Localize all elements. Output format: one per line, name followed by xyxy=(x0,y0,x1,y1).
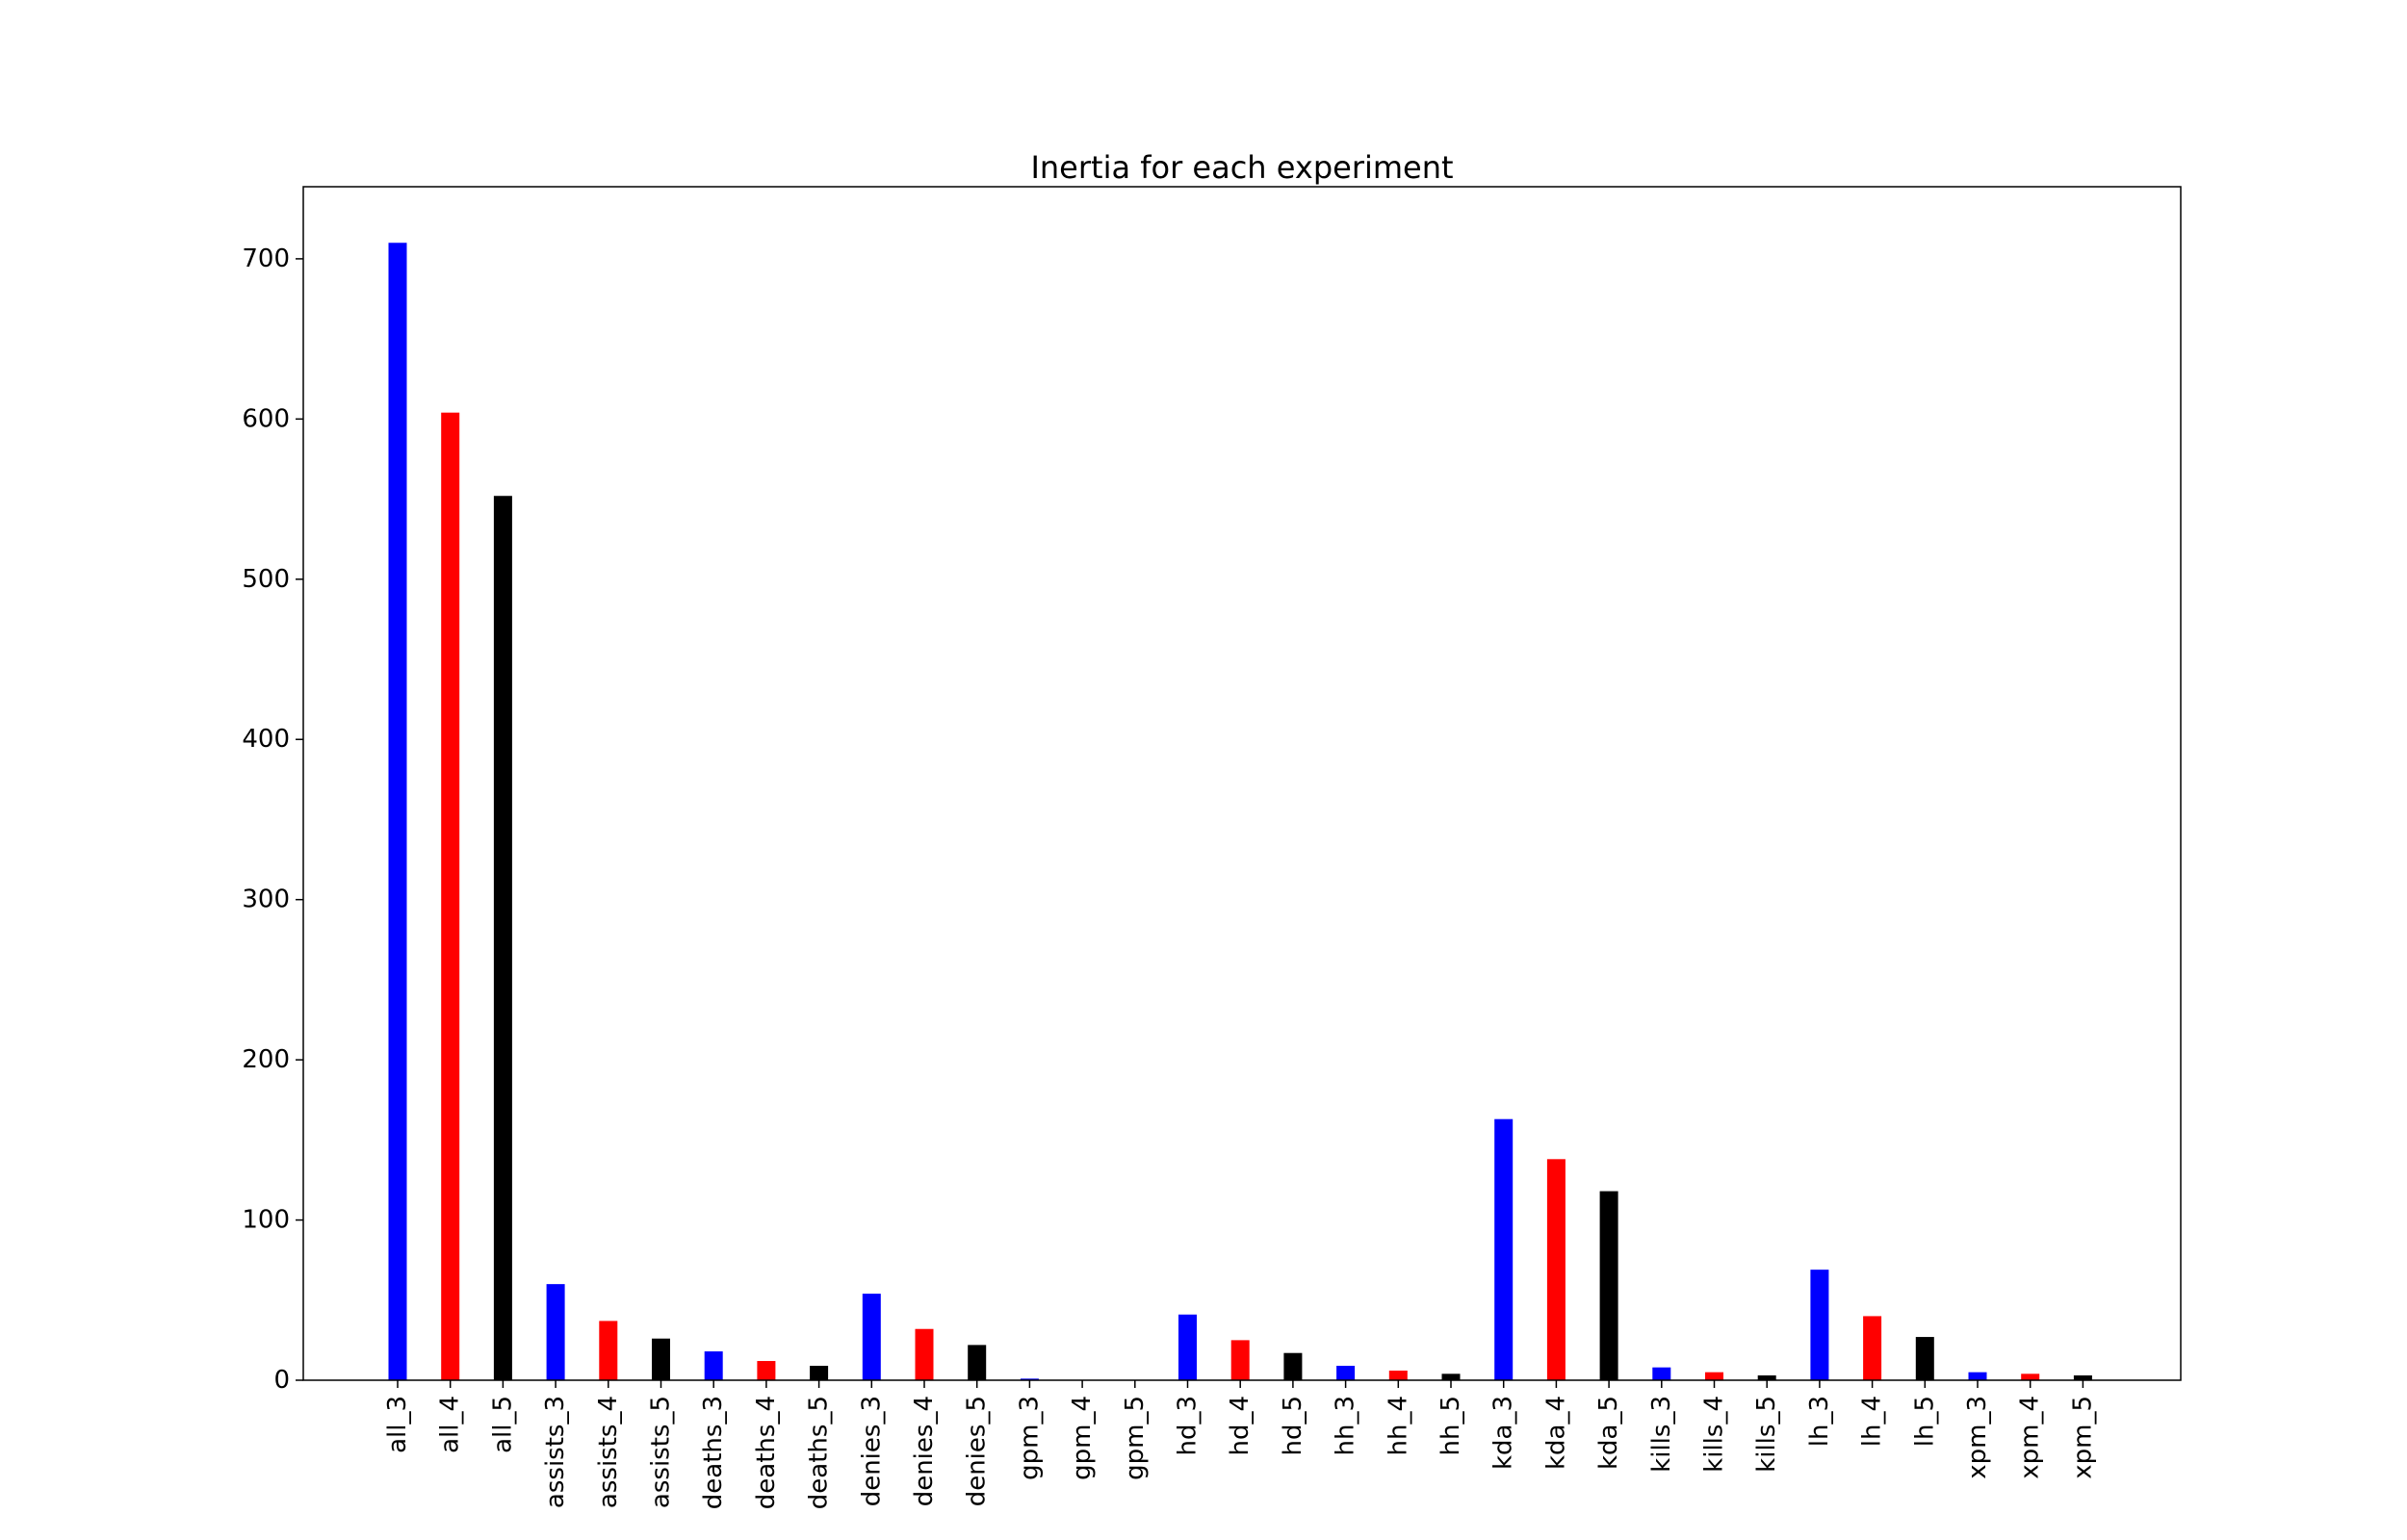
bar-deaths_4 xyxy=(757,1361,776,1380)
x-tick-label-kda_4: kda_4 xyxy=(1541,1396,1570,1470)
bar-assists_4 xyxy=(599,1321,618,1380)
bar-kills_5 xyxy=(1757,1375,1776,1380)
bar-hd_3 xyxy=(1178,1314,1197,1380)
bar-denies_4 xyxy=(915,1328,934,1380)
y-tick-label-400: 400 xyxy=(242,725,290,754)
x-tick-label-kda_3: kda_3 xyxy=(1489,1396,1518,1470)
x-tick-label-all_3: all_3 xyxy=(383,1396,412,1453)
x-tick-label-hd_3: hd_3 xyxy=(1174,1396,1203,1456)
y-tick-label-100: 100 xyxy=(242,1206,290,1235)
x-tick-label-assists_3: assists_3 xyxy=(541,1396,570,1508)
x-tick-label-kda_5: kda_5 xyxy=(1594,1396,1623,1470)
x-tick-label-deaths_4: deaths_4 xyxy=(752,1396,781,1509)
bar-denies_5 xyxy=(968,1345,987,1380)
x-tick-label-all_5: all_5 xyxy=(488,1396,517,1453)
bars-group xyxy=(388,243,2092,1381)
bar-kills_3 xyxy=(1652,1367,1671,1380)
bar-xpm_4 xyxy=(2021,1373,2040,1380)
y-tick-label-600: 600 xyxy=(242,404,290,433)
bar-hd_4 xyxy=(1230,1340,1250,1380)
x-tick-label-hd_5: hd_5 xyxy=(1279,1396,1307,1456)
bar-kda_3 xyxy=(1494,1118,1514,1380)
x-tick-label-hh_4: hh_4 xyxy=(1384,1396,1412,1456)
y-tick-label-500: 500 xyxy=(242,565,290,594)
bar-assists_3 xyxy=(546,1284,565,1380)
x-tick-label-denies_5: denies_5 xyxy=(963,1396,992,1506)
bar-hd_5 xyxy=(1283,1352,1303,1380)
bar-hh_4 xyxy=(1388,1371,1408,1380)
x-tick-label-gpm_3: gpm_3 xyxy=(1015,1396,1044,1480)
bar-xpm_3 xyxy=(1968,1372,1987,1380)
bar-lh_4 xyxy=(1863,1316,1882,1380)
y-tick-label-0: 0 xyxy=(273,1366,290,1395)
x-tick-label-kills_5: kills_5 xyxy=(1752,1396,1781,1473)
bar-kills_4 xyxy=(1705,1372,1723,1380)
bar-kda_4 xyxy=(1546,1159,1566,1380)
x-tick-label-lh_4: lh_4 xyxy=(1858,1396,1887,1447)
x-tick-label-lh_5: lh_5 xyxy=(1910,1396,1939,1447)
plot-frame xyxy=(302,186,2182,1381)
bar-lh_5 xyxy=(1915,1337,1934,1380)
x-tick-label-xpm_5: xpm_5 xyxy=(2068,1396,2097,1479)
x-tick-label-all_4: all_4 xyxy=(436,1396,465,1453)
bar-gpm_3 xyxy=(1020,1378,1039,1380)
x-tick-label-denies_4: denies_4 xyxy=(910,1396,939,1506)
bar-assists_5 xyxy=(652,1338,670,1380)
bar-hh_5 xyxy=(1441,1373,1461,1380)
x-tick-label-hh_3: hh_3 xyxy=(1332,1396,1360,1456)
x-tick-label-assists_4: assists_4 xyxy=(594,1396,623,1508)
x-tick-label-xpm_4: xpm_4 xyxy=(2016,1396,2045,1479)
x-tick-label-denies_3: denies_3 xyxy=(857,1396,886,1506)
x-tick-label-gpm_4: gpm_4 xyxy=(1068,1396,1097,1480)
y-axis: 0 100 200 300 400 500 600 700 xyxy=(242,244,303,1395)
bar-all_4 xyxy=(441,412,460,1380)
bar-xpm_5 xyxy=(2073,1375,2092,1380)
x-tick-label-kills_4: kills_4 xyxy=(1700,1396,1729,1473)
x-tick-label-gpm_5: gpm_5 xyxy=(1121,1396,1150,1480)
x-axis: all_3 all_4 all_5 assists_3 assists_4 assists… xyxy=(383,1380,2097,1509)
x-tick-label-kills_3: kills_3 xyxy=(1647,1396,1676,1473)
y-tick-label-200: 200 xyxy=(242,1045,290,1074)
bar-lh_3 xyxy=(1810,1270,1829,1380)
bar-all_5 xyxy=(493,496,512,1380)
bar-all_3 xyxy=(388,243,407,1381)
x-tick-label-hh_5: hh_5 xyxy=(1436,1396,1465,1456)
x-tick-label-hd_4: hd_4 xyxy=(1226,1396,1255,1456)
bar-deaths_5 xyxy=(810,1366,829,1380)
x-tick-label-deaths_3: deaths_3 xyxy=(699,1396,728,1509)
y-tick-label-700: 700 xyxy=(242,244,290,273)
chart-title: Inertia for each experiment xyxy=(1030,149,1453,186)
x-tick-label-xpm_3: xpm_3 xyxy=(1963,1396,1992,1479)
x-tick-label-deaths_5: deaths_5 xyxy=(805,1396,834,1509)
bar-denies_3 xyxy=(862,1294,881,1380)
bar-kda_5 xyxy=(1599,1191,1618,1380)
x-tick-label-lh_3: lh_3 xyxy=(1805,1396,1834,1447)
y-tick-label-300: 300 xyxy=(242,886,290,914)
bar-deaths_3 xyxy=(704,1351,723,1380)
x-tick-label-assists_5: assists_5 xyxy=(647,1396,676,1508)
bar-hh_3 xyxy=(1336,1366,1356,1380)
